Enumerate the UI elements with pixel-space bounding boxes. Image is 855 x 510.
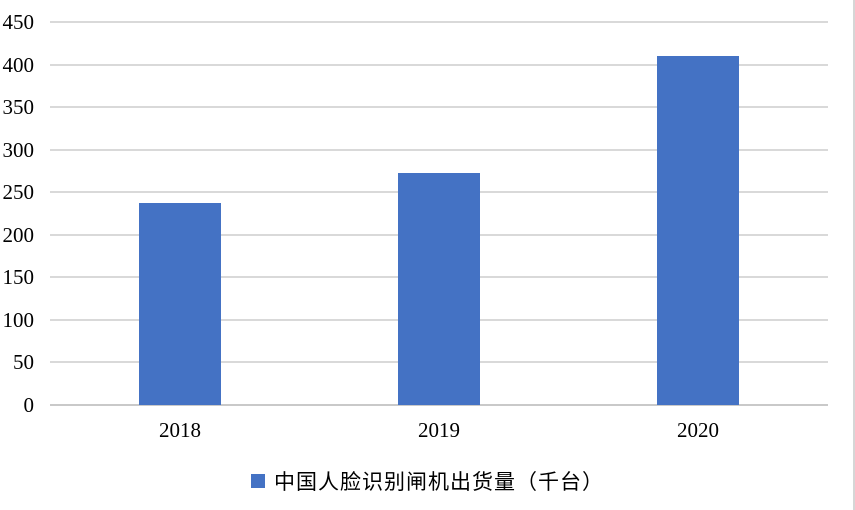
bar-2018 <box>139 203 221 405</box>
y-axis: 0 50 100 150 200 250 300 350 400 450 <box>0 10 35 417</box>
y-tick-label: 300 <box>2 138 35 162</box>
gridline <box>50 149 828 151</box>
y-tick-label: 350 <box>2 95 35 119</box>
y-tick-label: 100 <box>2 308 35 332</box>
x-tick-label: 2018 <box>159 418 201 442</box>
y-tick-label: 450 <box>2 10 35 34</box>
plot-area <box>50 21 828 406</box>
y-tick-label: 0 <box>23 393 35 417</box>
y-tick-label: 50 <box>13 350 34 374</box>
legend-swatch <box>251 474 265 488</box>
x-axis: 2018 2019 2020 <box>50 415 828 445</box>
gridline <box>50 106 828 108</box>
y-tick-label: 150 <box>2 265 35 289</box>
chart-right-border <box>853 0 855 510</box>
legend: 中国人脸识别闸机出货量（千台） <box>0 466 855 496</box>
bar-2019 <box>398 173 480 405</box>
y-tick-label: 400 <box>2 53 35 77</box>
gridline <box>50 64 828 66</box>
gridline <box>50 21 828 23</box>
x-tick-label: 2019 <box>418 418 460 442</box>
x-axis-line <box>50 404 828 406</box>
x-tick-label: 2020 <box>677 418 719 442</box>
bar-2020 <box>657 56 739 405</box>
y-tick-label: 250 <box>2 180 35 204</box>
legend-label: 中国人脸识别闸机出货量（千台） <box>274 470 604 494</box>
y-tick-label: 200 <box>2 223 35 247</box>
